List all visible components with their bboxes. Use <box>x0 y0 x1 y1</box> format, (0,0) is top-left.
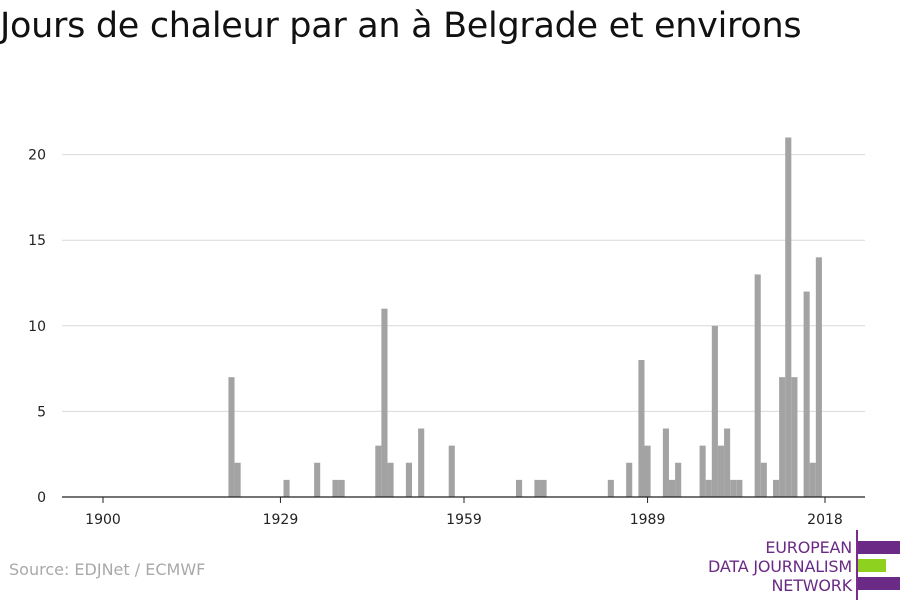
bar <box>381 308 388 497</box>
bar <box>754 274 761 497</box>
bar <box>699 445 706 497</box>
logo-divider <box>856 530 858 600</box>
x-tick-label: 2018 <box>807 512 843 528</box>
bar <box>228 377 235 497</box>
bar <box>779 377 786 497</box>
bar <box>791 377 798 497</box>
bar <box>803 291 810 497</box>
chart-title: Jours de chaleur par an à Belgrade et en… <box>0 6 802 46</box>
bar <box>448 445 455 497</box>
bar <box>283 479 290 497</box>
bar <box>773 479 780 497</box>
bar <box>626 462 633 497</box>
bar <box>760 462 767 497</box>
bar <box>540 479 547 497</box>
bar <box>809 462 816 497</box>
bar <box>638 360 645 497</box>
bar <box>711 325 718 497</box>
bar <box>332 479 339 497</box>
bar <box>338 479 345 497</box>
bar <box>418 428 425 497</box>
y-tick-label: 0 <box>37 490 46 506</box>
y-tick-label: 10 <box>28 319 46 335</box>
bar <box>405 462 412 497</box>
y-tick-label: 20 <box>28 148 46 164</box>
logo-line-1: EUROPEAN <box>765 538 852 557</box>
edjnet-logo: EUROPEAN DATA JOURNALISM NETWORK <box>700 530 900 600</box>
bar <box>668 479 676 497</box>
bar <box>375 445 382 497</box>
bar <box>644 445 651 497</box>
bar <box>387 462 394 497</box>
y-tick-label: 5 <box>37 404 46 420</box>
bar <box>730 479 737 497</box>
bar <box>234 462 241 497</box>
bar <box>724 428 731 497</box>
x-tick-label: 1929 <box>263 512 299 528</box>
logo-line-2: DATA JOURNALISM <box>708 557 852 576</box>
bar <box>705 479 712 497</box>
bar <box>607 479 614 497</box>
logo-bar-2 <box>858 559 886 572</box>
bar <box>314 462 321 497</box>
bar <box>717 445 725 497</box>
bar <box>815 257 822 497</box>
bar <box>675 462 682 497</box>
logo-bar-3 <box>858 577 900 590</box>
logo-bar-1 <box>858 541 900 554</box>
bar <box>785 137 792 498</box>
x-tick-label: 1959 <box>446 512 482 528</box>
x-tick-label: 1900 <box>85 512 121 528</box>
bar <box>736 479 743 497</box>
bar <box>662 428 669 497</box>
x-tick-label: 1989 <box>630 512 666 528</box>
source-note: Source: EDJNet / ECMWF <box>9 560 206 579</box>
bar <box>516 479 523 497</box>
y-tick-label: 15 <box>28 233 46 249</box>
logo-line-3: NETWORK <box>771 576 853 595</box>
bar <box>534 479 541 497</box>
